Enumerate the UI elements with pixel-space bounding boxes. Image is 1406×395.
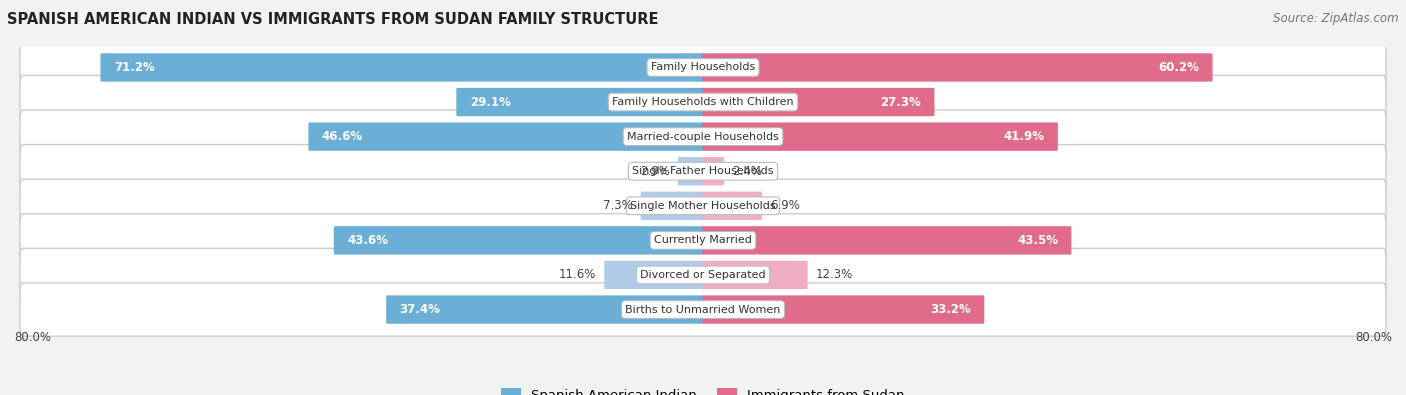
FancyBboxPatch shape bbox=[308, 122, 703, 151]
FancyBboxPatch shape bbox=[703, 295, 984, 324]
Text: Family Households: Family Households bbox=[651, 62, 755, 72]
Text: Divorced or Separated: Divorced or Separated bbox=[640, 270, 766, 280]
FancyBboxPatch shape bbox=[100, 53, 703, 82]
Text: 27.3%: 27.3% bbox=[880, 96, 921, 109]
Text: 11.6%: 11.6% bbox=[560, 269, 596, 282]
FancyBboxPatch shape bbox=[20, 41, 1386, 94]
Text: 43.5%: 43.5% bbox=[1017, 234, 1059, 247]
FancyBboxPatch shape bbox=[703, 157, 724, 185]
FancyBboxPatch shape bbox=[457, 88, 703, 116]
FancyBboxPatch shape bbox=[20, 283, 1386, 336]
FancyBboxPatch shape bbox=[605, 261, 703, 289]
FancyBboxPatch shape bbox=[703, 122, 1057, 151]
Text: 2.9%: 2.9% bbox=[640, 165, 671, 178]
Text: Source: ZipAtlas.com: Source: ZipAtlas.com bbox=[1274, 12, 1399, 25]
Text: 12.3%: 12.3% bbox=[815, 269, 852, 282]
Text: Single Father Households: Single Father Households bbox=[633, 166, 773, 176]
Text: 71.2%: 71.2% bbox=[114, 61, 155, 74]
FancyBboxPatch shape bbox=[703, 192, 762, 220]
Text: 29.1%: 29.1% bbox=[470, 96, 510, 109]
Text: 7.3%: 7.3% bbox=[603, 199, 633, 212]
FancyBboxPatch shape bbox=[333, 226, 703, 254]
FancyBboxPatch shape bbox=[20, 145, 1386, 198]
FancyBboxPatch shape bbox=[641, 192, 703, 220]
Text: 80.0%: 80.0% bbox=[14, 331, 51, 344]
FancyBboxPatch shape bbox=[678, 157, 703, 185]
Text: 2.4%: 2.4% bbox=[731, 165, 762, 178]
Text: 43.6%: 43.6% bbox=[347, 234, 388, 247]
Text: 41.9%: 41.9% bbox=[1004, 130, 1045, 143]
FancyBboxPatch shape bbox=[20, 179, 1386, 232]
FancyBboxPatch shape bbox=[20, 75, 1386, 129]
Text: 46.6%: 46.6% bbox=[322, 130, 363, 143]
Text: Currently Married: Currently Married bbox=[654, 235, 752, 245]
Text: 80.0%: 80.0% bbox=[1355, 331, 1392, 344]
FancyBboxPatch shape bbox=[703, 226, 1071, 254]
Text: SPANISH AMERICAN INDIAN VS IMMIGRANTS FROM SUDAN FAMILY STRUCTURE: SPANISH AMERICAN INDIAN VS IMMIGRANTS FR… bbox=[7, 12, 658, 27]
FancyBboxPatch shape bbox=[20, 248, 1386, 302]
Text: 60.2%: 60.2% bbox=[1159, 61, 1199, 74]
FancyBboxPatch shape bbox=[20, 214, 1386, 267]
Text: 33.2%: 33.2% bbox=[931, 303, 972, 316]
FancyBboxPatch shape bbox=[703, 53, 1212, 82]
Text: 37.4%: 37.4% bbox=[399, 303, 440, 316]
FancyBboxPatch shape bbox=[387, 295, 703, 324]
Text: Family Households with Children: Family Households with Children bbox=[612, 97, 794, 107]
Text: Single Mother Households: Single Mother Households bbox=[630, 201, 776, 211]
Text: Births to Unmarried Women: Births to Unmarried Women bbox=[626, 305, 780, 314]
FancyBboxPatch shape bbox=[20, 110, 1386, 163]
FancyBboxPatch shape bbox=[703, 88, 935, 116]
Text: Married-couple Households: Married-couple Households bbox=[627, 132, 779, 142]
FancyBboxPatch shape bbox=[703, 261, 807, 289]
Legend: Spanish American Indian, Immigrants from Sudan: Spanish American Indian, Immigrants from… bbox=[496, 383, 910, 395]
Text: 6.9%: 6.9% bbox=[769, 199, 800, 212]
